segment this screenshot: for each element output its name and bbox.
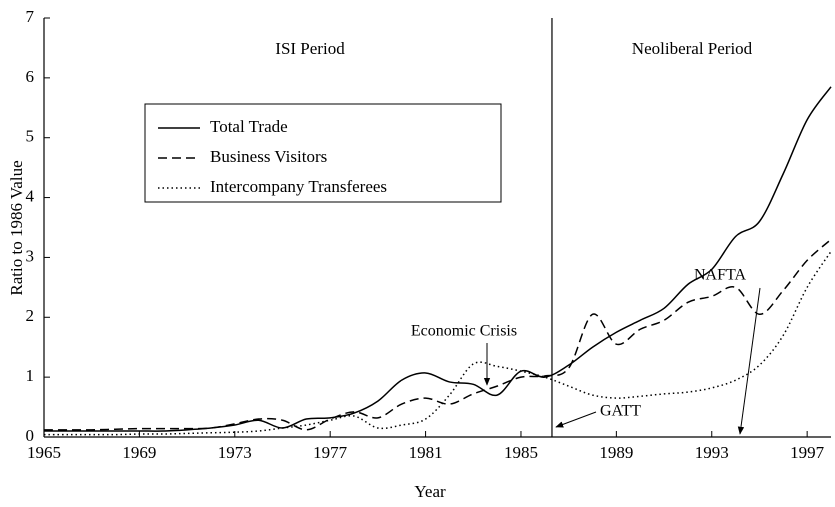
y-tick-label: 5 — [26, 127, 35, 146]
period-label: Neoliberal Period — [632, 39, 753, 58]
x-tick-label: 1989 — [599, 443, 633, 462]
x-axis-label: Year — [414, 482, 446, 501]
x-tick-label: 1969 — [122, 443, 156, 462]
series-line — [44, 86, 832, 432]
x-tick-label: 1985 — [504, 443, 538, 462]
legend-label: Business Visitors — [210, 147, 327, 166]
period-label: ISI Period — [275, 39, 345, 58]
annotation: NAFTA — [694, 267, 747, 284]
y-tick-label: 4 — [26, 186, 35, 205]
arrow — [555, 411, 597, 428]
x-tick-label: 1973 — [218, 443, 252, 462]
x-tick-label: 1977 — [313, 443, 348, 462]
legend-label: Total Trade — [210, 117, 288, 136]
y-tick-label: 6 — [26, 67, 35, 86]
y-tick-label: 0 — [26, 426, 35, 445]
series-line — [44, 238, 832, 431]
arrow — [737, 287, 761, 435]
x-tick-label: 1997 — [790, 443, 825, 462]
y-tick-label: 2 — [26, 306, 35, 325]
x-tick-label: 1965 — [27, 443, 61, 462]
x-tick-label: 1981 — [409, 443, 443, 462]
x-tick-label: 1993 — [695, 443, 729, 462]
legend-label: Intercompany Transferees — [210, 177, 387, 196]
legend — [144, 103, 502, 203]
series-line — [44, 251, 832, 436]
annotation: GATT — [600, 403, 641, 420]
y-axis-label: Ratio to 1986 Value — [7, 160, 26, 295]
y-tick-label: 7 — [26, 7, 35, 26]
y-tick-label: 1 — [26, 366, 35, 385]
annotation: Economic Crisis — [411, 323, 517, 340]
y-tick-label: 3 — [26, 246, 35, 265]
